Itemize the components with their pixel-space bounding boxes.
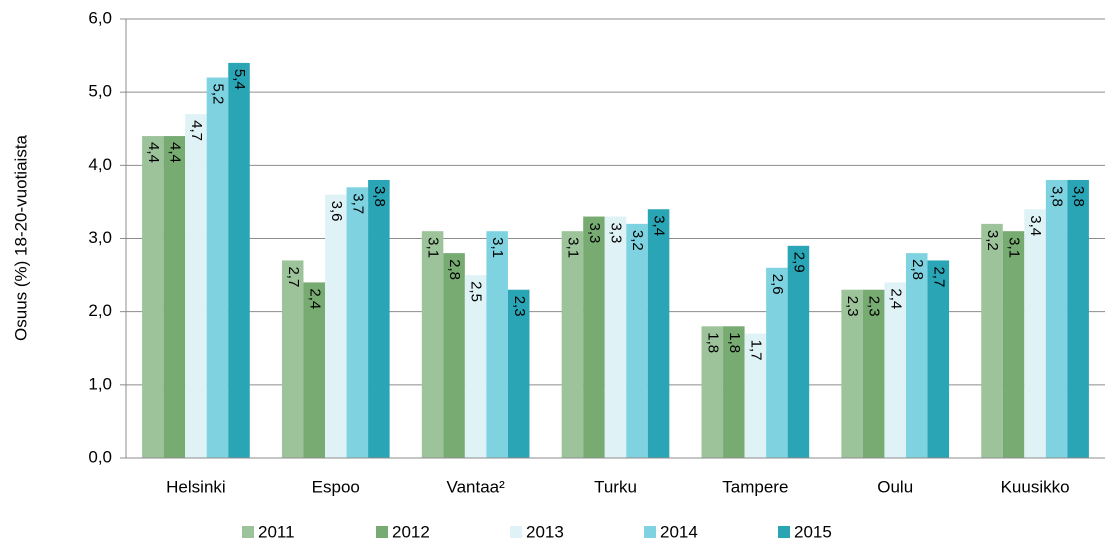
bar: [486, 231, 508, 458]
value-label: 3,1: [425, 237, 442, 258]
legend-label: 2011: [258, 522, 295, 541]
legend-swatch: [778, 526, 790, 538]
value-label: 5,2: [209, 84, 226, 105]
value-label: 1,8: [704, 332, 721, 353]
value-label: 3,3: [608, 223, 625, 244]
bar: [884, 282, 906, 458]
legend-swatch: [644, 526, 656, 538]
legend-label: 2014: [660, 522, 698, 541]
bar: [368, 179, 390, 458]
legend-swatch: [242, 526, 254, 538]
bar: [507, 289, 530, 458]
value-label: 4,4: [166, 142, 183, 163]
value-label: 3,7: [349, 193, 366, 214]
bar: [744, 333, 767, 458]
bar: [1045, 179, 1068, 458]
value-label: 1,8: [726, 332, 743, 353]
value-label: 5,4: [231, 69, 248, 90]
y-tick-label: 0,0: [88, 447, 112, 466]
legend-label: 2015: [794, 522, 832, 541]
bar: [303, 282, 326, 458]
value-label: 3,8: [1070, 186, 1087, 207]
bar: [862, 289, 885, 458]
x-tick-label: Espoo: [312, 477, 360, 496]
value-label: 3,1: [1006, 237, 1023, 258]
bar: [927, 260, 950, 458]
value-label: 2,3: [511, 296, 528, 317]
value-label: 2,3: [866, 296, 883, 317]
value-label: 2,6: [769, 274, 786, 295]
bar: [604, 216, 627, 458]
bar: [163, 136, 186, 459]
bar: [626, 223, 648, 458]
bar: [206, 77, 229, 459]
value-label: 3,8: [1049, 186, 1066, 207]
value-label: 2,5: [468, 281, 485, 302]
legend-label: 2013: [526, 522, 564, 541]
x-tick-label: Kuusikko: [1001, 477, 1070, 496]
bar: [701, 326, 724, 458]
x-tick-label: Turku: [594, 477, 637, 496]
value-label: 3,2: [629, 230, 646, 251]
legend-label: 2012: [392, 522, 430, 541]
value-label: 2,4: [306, 288, 323, 309]
value-label: 1,7: [747, 340, 764, 361]
bar: [185, 114, 207, 458]
value-label: 2,7: [930, 266, 947, 287]
y-tick-label: 3,0: [88, 228, 112, 247]
x-tick-label: Vantaa²: [447, 477, 506, 496]
legend-swatch: [376, 526, 388, 538]
y-tick-label: 5,0: [88, 82, 112, 101]
value-label: 3,2: [984, 230, 1001, 251]
bar: [1067, 179, 1089, 458]
bar: [1002, 231, 1025, 458]
value-label: 3,8: [371, 186, 388, 207]
value-label: 3,6: [328, 201, 345, 222]
bar: [787, 245, 810, 458]
y-tick-label: 1,0: [88, 374, 112, 393]
value-label: 3,1: [489, 237, 506, 258]
value-label: 2,8: [446, 259, 463, 280]
value-label: 2,3: [844, 296, 861, 317]
bar: [561, 231, 584, 458]
x-tick-label: Tampere: [722, 477, 788, 496]
bar: [723, 326, 745, 458]
bar: [281, 260, 304, 458]
bar: [443, 253, 465, 458]
x-tick-label: Oulu: [877, 477, 913, 496]
value-label: 4,4: [145, 142, 162, 163]
bar: [1024, 209, 1046, 458]
value-label: 4,7: [188, 120, 205, 141]
bar: [142, 136, 164, 459]
value-label: 2,4: [887, 288, 904, 309]
bar: [841, 289, 863, 458]
bar: [228, 62, 250, 459]
bar: [346, 187, 369, 459]
x-tick-label: Helsinki: [166, 477, 226, 496]
value-label: 2,9: [790, 252, 807, 273]
bar: [766, 267, 788, 458]
bar: [905, 253, 928, 458]
y-axis-label: Osuus (%) 18-20-vuotiaista: [11, 134, 30, 341]
y-tick-label: 6,0: [88, 8, 112, 27]
bar: [583, 216, 605, 458]
value-label: 3,3: [586, 223, 603, 244]
legend-swatch: [510, 526, 522, 538]
bar: [421, 231, 444, 458]
value-label: 3,1: [564, 237, 581, 258]
value-label: 2,7: [285, 266, 302, 287]
y-tick-label: 4,0: [88, 155, 112, 174]
value-label: 3,4: [651, 215, 668, 236]
y-tick-label: 2,0: [88, 301, 112, 320]
value-label: 2,8: [909, 259, 926, 280]
bar: [981, 223, 1003, 458]
bar: [647, 209, 670, 458]
bar: [464, 275, 487, 458]
bar: [325, 194, 347, 458]
value-label: 3,4: [1027, 215, 1044, 236]
